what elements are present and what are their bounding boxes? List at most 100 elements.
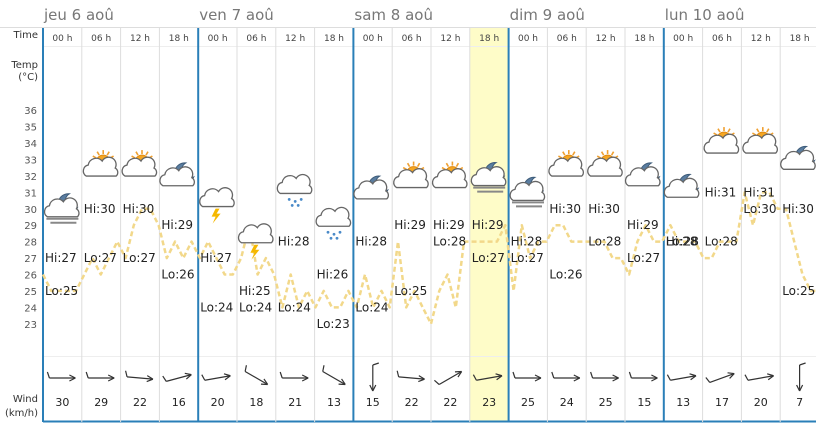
moon-cloud-fog-icon xyxy=(509,176,546,208)
cloud-shape xyxy=(431,168,468,189)
hi-lo-label: Hi:30 xyxy=(588,202,620,216)
snow-dot xyxy=(293,200,297,203)
arrow-barb xyxy=(744,374,749,381)
hi-lo-label: Lo:27 xyxy=(627,251,660,265)
hour-label: 18 h xyxy=(324,34,344,44)
hi-lo-label: Lo:27 xyxy=(472,251,505,265)
arrow-head xyxy=(727,372,735,379)
wind-arrow-icon xyxy=(472,373,503,381)
sun-ray xyxy=(416,162,421,168)
arrow-head xyxy=(184,372,192,380)
cloud-shape xyxy=(121,156,158,177)
hi-lo-label: Hi:29 xyxy=(472,218,504,232)
arrow-barb xyxy=(666,374,671,381)
moon-cloud-fog-icon xyxy=(43,193,80,224)
hi-lo-label: Hi:30 xyxy=(84,202,116,216)
wind-arrow-icon xyxy=(396,370,425,383)
sun-ray xyxy=(145,151,149,156)
sun-cloud-icon xyxy=(82,150,119,177)
hi-lo-label: Hi:29 xyxy=(433,218,465,232)
wind-arrow-icon xyxy=(201,373,231,381)
wind-speed: 25 xyxy=(521,396,535,409)
hi-lo-label: Lo:28 xyxy=(705,235,738,249)
snow-dot xyxy=(335,236,339,240)
hi-lo-label: Hi:28 xyxy=(278,235,310,249)
sun-ray xyxy=(727,128,731,133)
hour-label: 12 h xyxy=(440,34,460,44)
snow-dot xyxy=(299,198,303,201)
y-tick-label: 34 xyxy=(24,139,37,150)
hour-label: 12 h xyxy=(751,34,771,44)
sun-ray xyxy=(766,128,770,133)
wind-speed: 13 xyxy=(327,396,341,409)
sun-ray xyxy=(756,128,760,133)
weather-icons xyxy=(43,127,816,392)
arrow-head xyxy=(69,374,76,382)
y-tick-label: 32 xyxy=(24,172,37,183)
y-tick-label: 28 xyxy=(24,238,37,249)
hi-lo-label: Hi:27 xyxy=(45,251,77,265)
y-tick-label: 24 xyxy=(24,303,37,314)
moon-cloud-icon xyxy=(159,162,195,187)
wind-speed: 29 xyxy=(94,396,108,409)
arrow-head xyxy=(418,375,425,383)
time-row-label: Time xyxy=(13,30,38,41)
arrow-head xyxy=(107,374,115,382)
arrow-barb xyxy=(434,379,440,385)
wind-speed: 15 xyxy=(637,396,651,409)
hi-lo-label: Lo:27 xyxy=(511,251,544,265)
arrow-barb xyxy=(46,371,50,379)
y-tick-label: 27 xyxy=(24,254,37,265)
hi-lo-label: Hi:31 xyxy=(705,185,737,199)
hi-lo-label: Lo:25 xyxy=(45,284,78,298)
wind-speed: 13 xyxy=(676,396,690,409)
y-tick-label: 25 xyxy=(24,287,37,298)
cloud-shape xyxy=(237,223,274,244)
snow-dot xyxy=(296,204,300,207)
hi-lo-label: Hi:25 xyxy=(239,284,271,298)
cloud-shape xyxy=(624,166,661,187)
sun-ray xyxy=(406,162,411,168)
chart-labels: Time Temp(°C) Wind (km/h) 23 24 25 26 27 28 29 30 31… xyxy=(5,6,815,419)
hour-label: 18 h xyxy=(634,34,654,44)
y-tick-label: 30 xyxy=(24,205,37,216)
bolt-shape xyxy=(211,208,221,224)
day-header: dim 9 aoû xyxy=(510,6,585,24)
cloud-shape xyxy=(470,166,507,187)
arrow-barb xyxy=(705,377,711,383)
moon-cloud-icon xyxy=(663,173,700,198)
wind-arrow-icon xyxy=(512,371,542,382)
arrow-barb xyxy=(124,370,128,378)
sun-ray xyxy=(600,151,605,156)
hi-lo-label: Lo:25 xyxy=(782,284,815,298)
sun-ray xyxy=(135,151,139,156)
wind-speed: 21 xyxy=(288,396,302,409)
cloud-shape xyxy=(159,166,195,187)
arrow-barb xyxy=(396,370,400,378)
arrow-head xyxy=(767,373,774,381)
arrow-shaft xyxy=(322,370,346,386)
wind-row-label: Wind xyxy=(13,394,38,405)
arrow-head xyxy=(146,375,154,383)
hour-label: 00 h xyxy=(673,34,693,44)
hi-lo-label: Hi:28 xyxy=(666,235,698,249)
wind-speed: 22 xyxy=(443,396,457,409)
arrow-head xyxy=(796,384,804,392)
hour-label: 18 h xyxy=(790,34,810,44)
wind-speed: 20 xyxy=(754,396,768,409)
cloud-shape xyxy=(509,180,546,202)
arrow-barb xyxy=(372,362,379,366)
wind-arrow-icon xyxy=(666,373,697,381)
arrow-head xyxy=(573,374,581,382)
arrow-head xyxy=(689,373,697,381)
hour-label: 00 h xyxy=(52,34,72,44)
arrow-barb xyxy=(279,371,283,379)
sun-ray xyxy=(455,162,460,168)
hi-lo-label: Hi:30 xyxy=(782,202,814,216)
arrow-shaft xyxy=(709,372,735,384)
arrow-barb xyxy=(201,374,206,381)
cloud-shape xyxy=(742,133,778,154)
hi-lo-label: Hi:27 xyxy=(200,251,232,265)
hour-label: 06 h xyxy=(91,34,111,44)
